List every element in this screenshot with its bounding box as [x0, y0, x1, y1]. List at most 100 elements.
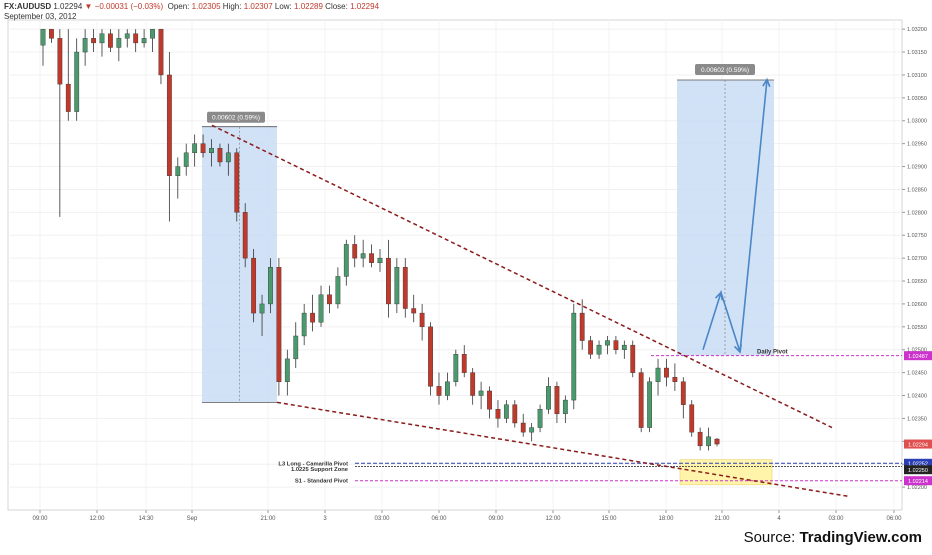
x-tick-label: 21:00: [260, 516, 276, 522]
candle-body: [225, 152, 231, 163]
candle-body: [310, 312, 315, 323]
candle-body: [478, 390, 484, 396]
lower-trendline: [276, 401, 849, 498]
candle-body: [411, 308, 417, 314]
candle-body: [621, 344, 627, 350]
candle-body: [158, 28, 164, 76]
candle-body: [596, 344, 602, 355]
support-tag-bg: [904, 465, 932, 475]
upper-trendline: [211, 124, 833, 429]
y-tick-label: 1.02950: [907, 142, 927, 148]
x-tick-label: 09:00: [488, 516, 504, 522]
candle-body: [638, 372, 644, 428]
measure-label-left: 0.00602 (0.59%): [212, 115, 260, 122]
candle-body: [394, 267, 400, 305]
candle-body: [554, 386, 560, 415]
source-brand: TradingView.com: [799, 529, 922, 546]
s1-tag: 1.02214: [908, 479, 928, 485]
change-value: −0.00031 (−0.03%): [94, 2, 164, 11]
measure-label-right-bg: [695, 63, 755, 75]
candle-body: [301, 312, 307, 337]
candle-body: [343, 244, 349, 277]
y-tick-label: 1.02800: [907, 210, 927, 216]
y-tick-label: 1.03050: [907, 96, 927, 102]
candle-body: [714, 438, 720, 445]
y-tick-label: 1.03100: [907, 73, 927, 79]
candle-body: [200, 143, 206, 154]
candle-body: [91, 38, 96, 44]
candle-body: [436, 386, 442, 396]
candle-body: [419, 312, 425, 328]
candle-body: [327, 294, 332, 305]
candle-body: [529, 427, 535, 433]
arrow-head-down: [733, 344, 742, 354]
x-tick-label: 03:00: [374, 516, 390, 522]
s1-label: S1 - Standard Pivot: [295, 479, 348, 485]
y-tick-label: 1.03150: [907, 50, 927, 56]
candle-body: [166, 74, 172, 176]
candle-body: [192, 143, 198, 154]
candle-body: [150, 28, 155, 39]
last-price: 1.02294: [53, 2, 83, 11]
candle-body: [293, 335, 299, 360]
measure-label-right: 0.00602 (0.59%): [701, 67, 749, 74]
candle-body: [234, 152, 240, 213]
x-tick-label: 12:00: [545, 516, 561, 522]
candle-body: [680, 381, 686, 405]
candle-body: [588, 340, 594, 355]
x-tick-label: 18:00: [658, 516, 674, 522]
source-credit: Source: TradingView.com: [744, 529, 922, 546]
candle-body: [141, 38, 147, 44]
candle-body: [133, 33, 139, 44]
candle-body: [571, 312, 577, 401]
candle-body: [82, 38, 88, 53]
candle-body: [453, 354, 459, 382]
support-zone-label: 1.0225 Support Zone: [291, 467, 349, 473]
candle-body: [655, 367, 661, 382]
candle-body: [562, 399, 568, 415]
source-prefix: Source:: [743, 529, 800, 546]
x-tick-label: 21:00: [714, 516, 730, 522]
y-tick-label: 1.03200: [907, 27, 927, 33]
low-label: Low:: [274, 2, 292, 11]
candle-body: [49, 28, 54, 39]
candle-body: [40, 28, 46, 46]
daily-pivot-tag: 1.02487: [908, 354, 928, 360]
support-tag: 1.02250: [908, 468, 928, 474]
candle-body: [284, 358, 290, 382]
symbol-label: FX:AUDUSD: [4, 2, 52, 11]
s1-tag-bg: [904, 476, 932, 486]
candle-body: [360, 253, 366, 259]
candle-body: [428, 326, 433, 387]
candle-body: [546, 386, 551, 410]
projection-path: [702, 79, 768, 353]
high-label: High:: [222, 2, 242, 11]
candle-body: [107, 33, 113, 48]
y-tick-label: 1.02900: [907, 165, 927, 171]
candle-body: [124, 33, 130, 39]
candle-body: [386, 257, 391, 305]
candle-body: [512, 404, 518, 424]
candle-body: [689, 404, 695, 433]
daily-pivot-tag-bg: [904, 351, 932, 361]
candle-body: [74, 51, 80, 112]
candle-body: [605, 340, 610, 346]
candle-body: [65, 83, 71, 112]
x-tick-label: 12:00: [89, 516, 105, 522]
candle-body: [520, 422, 526, 433]
l3-label: L3 Long - Camarilla Pivot: [278, 461, 348, 467]
candle-body: [487, 390, 492, 410]
candle-body: [402, 267, 408, 309]
candle-body: [242, 212, 248, 259]
candle-body: [99, 33, 105, 44]
x-tick-label: 09:00: [32, 516, 48, 522]
quote-line: FX:AUDUSD 1.02294 ▼ −0.00031 (−0.03%) Op…: [4, 2, 379, 12]
candle-body: [259, 303, 265, 314]
candle-body: [613, 340, 619, 350]
l3-tag-bg: [904, 458, 932, 468]
candle-body: [672, 376, 678, 382]
y-tick-label: 1.02650: [907, 279, 927, 285]
y-tick-label: 1.02700: [907, 256, 927, 262]
